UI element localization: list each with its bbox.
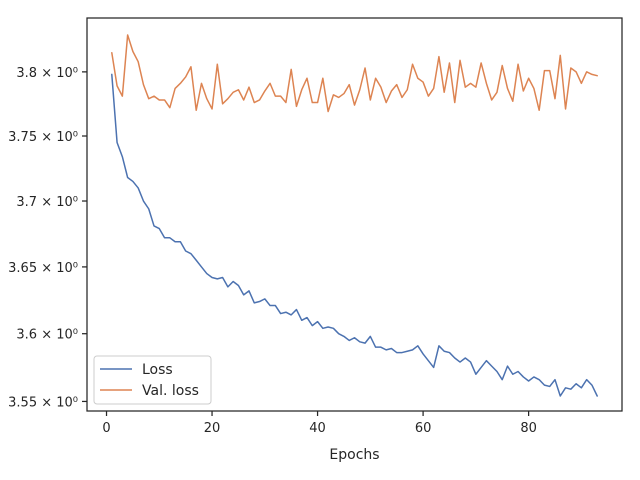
y-tick-label: 3.7 × 10⁰: [16, 195, 78, 210]
series-line-val-loss: [111, 34, 598, 113]
x-tick-label: 60: [415, 421, 432, 436]
y-tick-label: 3.6 × 10⁰: [16, 328, 78, 343]
x-tick-label: 40: [309, 421, 326, 436]
series-line-loss: [111, 73, 598, 397]
plot-frame: [86, 17, 623, 412]
x-axis-title: Epochs: [329, 447, 379, 463]
series-layer: [111, 34, 598, 397]
legend-label-val-loss: Val. loss: [142, 383, 199, 399]
x-tick-label: 0: [102, 421, 110, 436]
y-tick-label: 3.65 × 10⁰: [8, 261, 78, 276]
y-tick-label: 3.55 × 10⁰: [8, 395, 78, 410]
legend-box: [93, 355, 212, 405]
legend-label-loss: Loss: [142, 362, 173, 378]
y-tick-label: 3.8 × 10⁰: [16, 66, 78, 81]
x-axis-ticks: 0 20 40 60 80: [102, 411, 537, 436]
x-tick-label: 80: [520, 421, 537, 436]
y-tick-label: 3.75 × 10⁰: [8, 130, 78, 145]
legend: Loss Val. loss: [93, 355, 212, 405]
x-tick-label: 20: [204, 421, 221, 436]
y-axis-ticks: 3.55 × 10⁰ 3.6 × 10⁰ 3.65 × 10⁰ 3.7 × 10⁰ 3.…: [8, 66, 87, 410]
